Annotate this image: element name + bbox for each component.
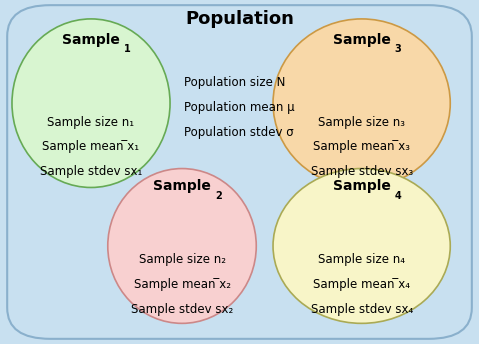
- Text: 2: 2: [215, 191, 221, 201]
- Text: Population stdev σ: Population stdev σ: [184, 126, 294, 139]
- Text: Sample size n₃: Sample size n₃: [318, 116, 405, 129]
- Text: Sample stdev sx₄: Sample stdev sx₄: [310, 303, 413, 316]
- Ellipse shape: [108, 169, 256, 323]
- Text: Population: Population: [185, 10, 294, 28]
- Text: Sample mean ̅x₁: Sample mean ̅x₁: [43, 140, 139, 153]
- Text: 3: 3: [394, 44, 401, 54]
- Text: Sample: Sample: [153, 180, 211, 193]
- Text: Population size N: Population size N: [184, 76, 286, 89]
- Text: Sample: Sample: [333, 33, 390, 46]
- Text: Population mean μ: Population mean μ: [184, 101, 295, 114]
- Text: Sample mean ̅x₂: Sample mean ̅x₂: [134, 278, 230, 291]
- Text: Sample stdev sx₂: Sample stdev sx₂: [131, 303, 233, 316]
- Text: 1: 1: [124, 44, 130, 54]
- Text: Sample stdev sx₃: Sample stdev sx₃: [310, 165, 413, 178]
- FancyBboxPatch shape: [7, 5, 472, 339]
- Text: Sample stdev sx₁: Sample stdev sx₁: [40, 165, 142, 178]
- Text: Sample size n₁: Sample size n₁: [47, 116, 135, 129]
- Text: Sample mean ̅x₃: Sample mean ̅x₃: [313, 140, 410, 153]
- Text: 4: 4: [394, 191, 401, 201]
- Text: Sample size n₂: Sample size n₂: [138, 253, 226, 266]
- Text: Sample size n₄: Sample size n₄: [318, 253, 405, 266]
- Text: Sample: Sample: [62, 33, 120, 46]
- Ellipse shape: [273, 169, 450, 323]
- Ellipse shape: [273, 19, 450, 187]
- Ellipse shape: [12, 19, 170, 187]
- Text: Sample mean ̅x₄: Sample mean ̅x₄: [313, 278, 410, 291]
- Text: Sample: Sample: [333, 180, 390, 193]
